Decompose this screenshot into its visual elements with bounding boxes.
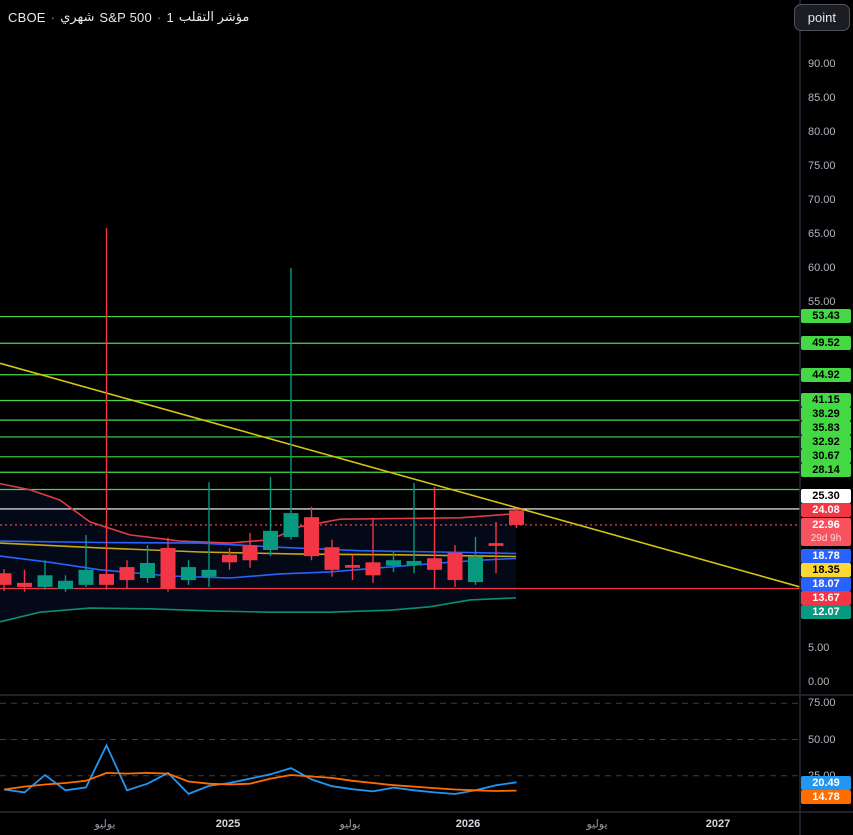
price-label: 20.49 xyxy=(801,776,851,790)
exchange-name: CBOE xyxy=(8,9,46,25)
price-label: 38.29 xyxy=(801,407,851,421)
price-label: 41.15 xyxy=(801,393,851,407)
symbol-description: مؤشر التقلب xyxy=(178,9,250,24)
time-tick-month: يوليو xyxy=(586,818,608,830)
candlestick xyxy=(509,510,524,525)
price-label: 32.92 xyxy=(801,435,851,449)
price-tick: 80.00 xyxy=(808,125,836,138)
candlestick xyxy=(99,573,114,585)
candlestick xyxy=(304,517,319,557)
candlestick xyxy=(365,562,381,576)
price-tick: 65.00 xyxy=(808,227,836,240)
price-label: 35.83 xyxy=(801,421,851,435)
separator-dot: · xyxy=(156,9,162,25)
lower-orange-line xyxy=(3,771,517,792)
time-tick-year: 2027 xyxy=(705,817,731,830)
price-tick: 85.00 xyxy=(808,91,836,104)
candlestick xyxy=(242,545,258,561)
interval-number: 1 xyxy=(166,9,174,25)
price-tick: 55.00 xyxy=(808,295,836,308)
price-label: 44.92 xyxy=(801,368,851,382)
ma-blue-upper xyxy=(0,540,517,555)
price-label: 53.43 xyxy=(801,309,851,323)
price-label: 12.07 xyxy=(801,605,851,619)
time-axis[interactable]: يوليو 2025 يوليو 2026 يوليو 2027 xyxy=(0,812,853,835)
candlestick xyxy=(160,547,176,589)
candlestick xyxy=(58,580,73,589)
candlestick xyxy=(263,530,278,550)
interval-word: شهري xyxy=(60,9,95,24)
candlestick xyxy=(283,513,299,537)
price-tick: 5.00 xyxy=(808,641,830,654)
price-tick: 90.00 xyxy=(808,57,836,70)
price-label: 24.08 xyxy=(801,503,851,517)
price-label: 13.67 xyxy=(801,591,851,605)
price-label: 14.78 xyxy=(801,790,851,804)
price-axis[interactable]: 90.00 85.00 80.00 75.00 70.00 65.00 60.00 55.00… xyxy=(800,0,853,812)
price-tick: 75.00 xyxy=(808,697,836,709)
price-label: 25.30 xyxy=(801,489,851,503)
candlestick xyxy=(427,558,442,570)
time-tick-year: 2025 xyxy=(215,817,241,830)
symbol-name: S&P 500 xyxy=(99,9,152,25)
candlestick xyxy=(201,569,217,577)
candlestick xyxy=(468,556,483,583)
trendline[interactable] xyxy=(0,362,801,588)
time-tick-month: يوليو xyxy=(339,818,361,830)
candlestick xyxy=(17,582,32,587)
current-price-value: 22.96 xyxy=(812,519,840,531)
price-tick: 70.00 xyxy=(808,193,836,206)
candlestick xyxy=(324,547,340,570)
symbol-title[interactable]: CBOE · شهري S&P 500 · 1 مؤشر التقلب xyxy=(8,9,249,25)
candlestick xyxy=(222,554,237,563)
price-tick: 75.00 xyxy=(808,159,836,172)
bar-countdown: 29d 9h xyxy=(810,533,842,544)
candlestick xyxy=(386,560,401,566)
lower-blue-line xyxy=(3,743,517,795)
band-lower-teal xyxy=(0,597,517,623)
price-label: 49.52 xyxy=(801,336,851,350)
current-price-label: 22.96 29d 9h xyxy=(801,518,851,546)
price-label: 18.35 xyxy=(801,563,851,577)
candlestick xyxy=(488,543,504,546)
time-tick-year: 2026 xyxy=(455,817,481,830)
price-label: 30.67 xyxy=(801,449,851,463)
price-label: 18.07 xyxy=(801,577,851,591)
candlestick xyxy=(37,575,53,587)
candlestick xyxy=(181,567,196,581)
candlestick xyxy=(447,552,463,581)
price-tick: 50.00 xyxy=(808,733,836,746)
candlestick xyxy=(78,569,94,585)
candlestick xyxy=(119,567,135,581)
time-tick-month: يوليو xyxy=(94,818,116,830)
point-button[interactable]: point xyxy=(793,4,850,31)
candlestick xyxy=(0,573,12,585)
candlestick xyxy=(345,565,360,568)
ma-red xyxy=(0,482,517,544)
price-tick: 0.00 xyxy=(808,675,830,688)
price-label: 28.14 xyxy=(801,463,851,477)
price-label: 18.78 xyxy=(801,549,851,563)
candlestick xyxy=(406,560,422,566)
candlestick xyxy=(140,562,155,579)
separator-dot: · xyxy=(50,9,56,25)
price-tick: 60.00 xyxy=(808,261,836,274)
